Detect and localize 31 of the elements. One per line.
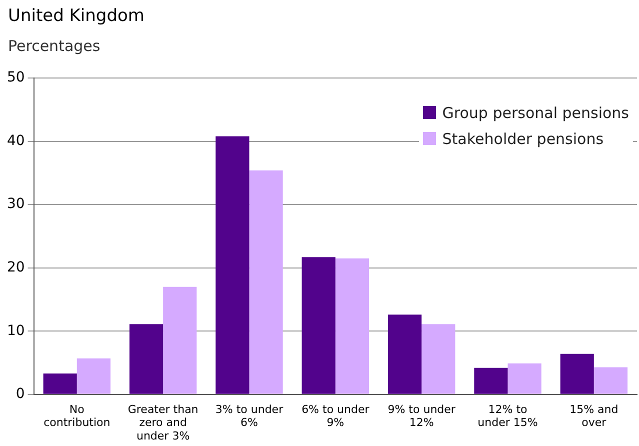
bar: [508, 363, 542, 394]
bar: [249, 170, 283, 394]
y-tick-label: 30: [6, 196, 25, 212]
x-tick-label: 9% to under 12%: [388, 402, 456, 430]
bar: [76, 358, 111, 394]
bar: [163, 286, 197, 394]
y-tick-label: 0: [16, 386, 25, 402]
x-tick-label: 15% and over: [570, 402, 618, 430]
y-tick-label: 20: [6, 259, 25, 276]
bar: [216, 136, 250, 394]
bar: [335, 258, 370, 394]
chart-title: United Kingdom: [8, 6, 144, 26]
chart-subtitle: Percentages: [8, 37, 100, 55]
bar: [594, 367, 628, 394]
y-tick-label: 40: [6, 132, 25, 149]
y-tick-label: 50: [6, 70, 25, 86]
bar: [129, 324, 164, 394]
x-tick-label: Greater than zero and under 3%: [128, 402, 198, 442]
legend-label: Stakeholder pensions: [442, 130, 604, 148]
bar: [388, 314, 422, 394]
bar: [302, 257, 336, 394]
x-tick-label: No contribution: [44, 402, 110, 430]
bar: [474, 368, 508, 394]
bar: [43, 374, 77, 394]
legend-label: Group personal pensions: [442, 104, 629, 122]
x-tick-label: 6% to under 9%: [302, 402, 370, 430]
bar: [560, 354, 594, 394]
x-tick-label: 12% to under 15%: [478, 402, 538, 430]
y-tick-label: 10: [6, 322, 25, 339]
x-tick-label: 3% to under 6%: [215, 402, 284, 430]
bar: [422, 324, 456, 394]
